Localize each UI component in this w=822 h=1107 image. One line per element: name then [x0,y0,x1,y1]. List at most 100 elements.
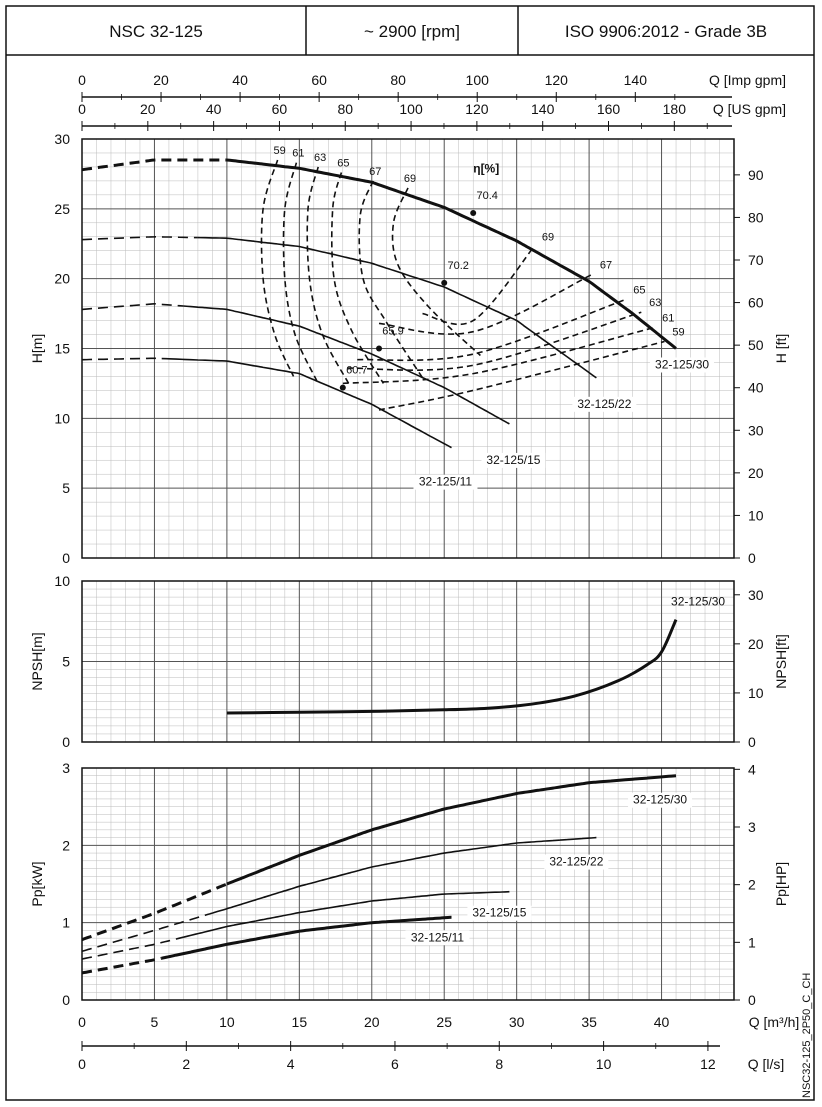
top-axis-tick-label: 0 [78,101,86,117]
x-tick-label: 30 [509,1014,525,1030]
head-curve-label: 32-125/22 [577,397,631,411]
power-curve-label: 32-125/15 [472,906,526,920]
head-y-tick-label: 20 [54,271,70,287]
power-curve-label: 32-125/22 [549,855,603,869]
head-panel: 0 5 10 15 20 25 30 0 10 20 30 40 50 60 70 80 90 H[m] H [ft… [29,131,789,566]
power-curve [212,836,597,914]
power-curve-label-bg [405,930,470,946]
bottom-axis-tick-label: 0 [78,1056,86,1072]
bep-label: 70.4 [476,190,497,202]
efficiency-branch [347,311,642,371]
head-y2-tick-label: 80 [748,209,764,225]
top-axis-tick-label: 0 [78,72,86,88]
top-axis-tick-label: 120 [465,101,489,117]
power-curve [161,915,452,960]
top-axis-title: Q [Imp gpm] [709,72,786,88]
bep-point [339,384,346,391]
power-curve-dashed [81,882,228,942]
efficiency-contour-label: 61 [292,148,304,160]
sheet-border [5,5,815,1101]
top-axis-tick-label: 60 [311,72,327,88]
side-drawing-code: NSC32-125_2P50_C_CH [801,973,813,1098]
power-curve-dashed [81,936,184,960]
header-standard: ISO 9906:2012 - Grade 3B [565,22,767,41]
power-y-tick-label: 3 [62,760,70,776]
top-axis-tick-label: 20 [153,72,169,88]
top-axis-tick-label: 60 [272,101,288,117]
efficiency-contour [391,187,481,357]
npsh-y-tick-label: 10 [54,573,70,589]
efficiency-branch [378,273,593,335]
efficiency-contour [260,159,295,377]
efficiency-contour-label: 59 [273,145,285,157]
x-tick-label: 35 [581,1014,597,1030]
npsh-y-tick-label: 0 [62,734,70,750]
efficiency-branch-label: 69 [542,232,554,244]
x-tick-label: 40 [654,1014,670,1030]
power-y2-tick-label: 3 [748,819,756,835]
head-curve [197,236,597,379]
top-axis-tick-label: 140 [531,101,555,117]
efficiency-branch-label: 67 [600,259,612,271]
efficiency-contour [306,166,350,384]
npsh-y-axis-title: NPSH[m] [29,632,45,690]
bottom-axis-tick-label: 6 [391,1056,399,1072]
power-y2-tick-label: 4 [748,761,756,777]
head-curve-dashed [81,302,184,311]
npsh-y2-tick-label: 10 [748,685,764,701]
power-y-axis-title: Pp[kW] [29,861,45,906]
bottom-axis-title: Q [l/s] [748,1056,785,1072]
power-curve-label: 32-125/30 [633,793,687,807]
power-curve-label-bg [628,792,693,808]
head-curve [226,158,677,350]
power-curve-label-bg [467,905,532,921]
head-y2-tick-label: 90 [748,167,764,183]
head-curve-dashed [81,158,227,172]
bep-label: 60.7 [346,365,367,377]
head-curve-label-bg [481,452,546,468]
npsh-curve-label: 32-125/30 [671,595,725,609]
x-tick-label: 25 [436,1014,452,1030]
top-axis-tick-label: 100 [399,101,423,117]
npsh-y2-axis-title: NPSH[ft] [773,634,789,688]
efficiency-branch [378,340,665,411]
bottom-axis-tick-label: 2 [182,1056,190,1072]
bep-label: 70.2 [448,260,469,272]
efficiency-contour-label: 63 [314,152,326,164]
top-axis-tick-label: 80 [337,101,353,117]
efficiency-axis-label: η[%] [473,162,499,176]
bep-label: 65.9 [382,326,403,338]
bottom-axis-tick-label: 12 [700,1056,716,1072]
x-tick-label: 0 [78,1014,86,1030]
power-curve [226,774,677,886]
efficiency-contour [282,162,318,381]
npsh-y-tick-label: 5 [62,654,70,670]
power-curve-dashed [81,956,163,975]
power-curve-label: 32-125/11 [411,930,464,944]
head-curve-label-bg [413,474,478,490]
npsh-panel: 0 5 10 0 10 20 30 NPSH[m] NPSH[ft] 32-125/30 [29,573,789,750]
power-panel: 0 1 2 3 0 1 2 3 4 Pp[kW] Pp[HP] 32-125/30 32-125/22 3… [29,760,789,1008]
head-y-tick-label: 10 [54,410,70,426]
head-y-axis-title: H[m] [29,334,45,364]
bottom-axis-tick-label: 10 [596,1056,612,1072]
npsh-y2-tick-label: 0 [748,734,756,750]
power-curve-dashed [81,912,213,953]
efficiency-branch-label: 63 [649,297,661,309]
head-curve-label-bg [650,357,715,373]
head-y2-tick-label: 10 [748,507,764,523]
top-axis-tick-label: 40 [232,72,248,88]
x-tick-label: 15 [292,1014,308,1030]
efficiency-branch [357,298,626,362]
power-y2-tick-label: 0 [748,992,756,1008]
power-curve [183,890,510,938]
top-axis-tick-label: 80 [390,72,406,88]
head-y2-tick-label: 20 [748,465,764,481]
bottom-axis-tick-label: 4 [287,1056,295,1072]
efficiency-branch [342,326,655,385]
head-y-tick-label: 15 [54,341,70,357]
power-y-tick-label: 1 [62,915,70,931]
head-y2-tick-label: 70 [748,252,764,268]
top-axis-tick-label: 20 [140,101,156,117]
power-y-tick-label: 2 [62,837,70,853]
